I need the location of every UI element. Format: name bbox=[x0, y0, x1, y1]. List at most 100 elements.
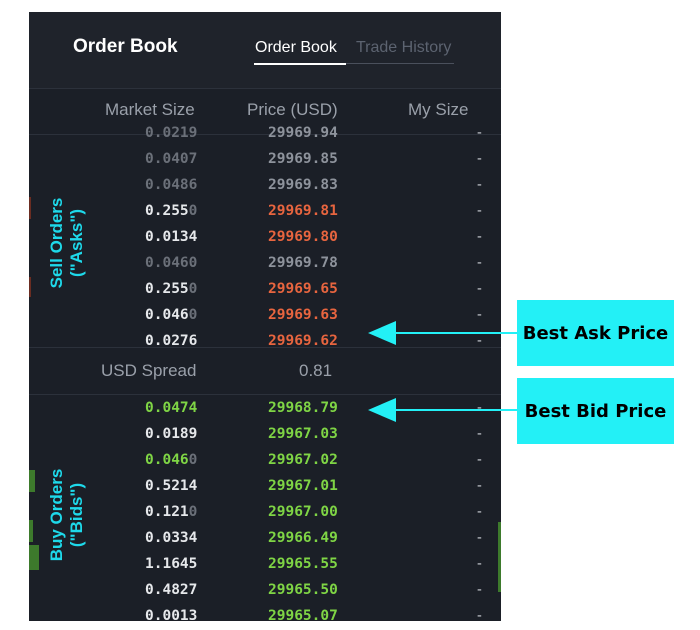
size-trailing-digits: 0 bbox=[188, 452, 198, 468]
column-header-my-size[interactable]: My Size bbox=[408, 100, 469, 119]
ask-row[interactable]: 0.0407 29969.85 - bbox=[29, 147, 501, 173]
price-value: 29967. bbox=[268, 452, 321, 468]
my-size-cell: - bbox=[477, 151, 482, 167]
size-value: 0.0013 bbox=[145, 608, 198, 621]
size-trailing-digits: 0 bbox=[188, 281, 198, 297]
price-cell: 29969.78 bbox=[268, 255, 338, 271]
price-value: 29969. bbox=[268, 281, 321, 297]
ask-row[interactable]: 0.0460 29969.78 - bbox=[29, 251, 501, 277]
price-decimal: 55 bbox=[320, 556, 338, 572]
size-value: 0.4827 bbox=[145, 582, 198, 598]
market-size-cell: 0.0334 bbox=[145, 530, 197, 546]
market-size-cell: 0.4827 bbox=[145, 582, 197, 598]
price-cell: 29968.79 bbox=[268, 400, 338, 416]
my-size-cell: - bbox=[477, 504, 482, 520]
price-cell: 29969.81 bbox=[268, 203, 338, 219]
my-size-cell: - bbox=[477, 255, 482, 271]
size-value: 0.0407 bbox=[145, 151, 198, 167]
market-size-cell: 0.2550 bbox=[145, 203, 197, 219]
market-size-cell: 1.1645 bbox=[145, 556, 197, 572]
price-decimal: 07 bbox=[320, 608, 338, 621]
my-size-cell: - bbox=[477, 582, 482, 598]
market-size-cell: 0.0276 bbox=[145, 333, 197, 349]
ask-depth-bar bbox=[29, 277, 31, 297]
market-size-cell: 0.5214 bbox=[145, 478, 197, 494]
price-cell: 29969.83 bbox=[268, 177, 338, 193]
market-size-cell: 0.0486 bbox=[145, 177, 197, 193]
tab-trade-history[interactable]: Trade History bbox=[356, 39, 452, 56]
panel-title: Order Book bbox=[73, 36, 178, 57]
market-size-cell: 0.0013 bbox=[145, 608, 197, 621]
column-header-market-size[interactable]: Market Size bbox=[105, 100, 195, 119]
market-size-cell: 0.0460 bbox=[145, 452, 197, 468]
tab-baseline bbox=[346, 63, 454, 64]
ask-row[interactable]: 0.0460 29969.63 - bbox=[29, 303, 501, 329]
price-value: 29966. bbox=[268, 530, 321, 546]
tab-order-book[interactable]: Order Book bbox=[255, 39, 337, 56]
ask-row[interactable]: 0.2550 29969.81 - bbox=[29, 199, 501, 225]
spread-divider-top bbox=[29, 347, 501, 348]
best-ask-arrowhead-icon bbox=[368, 321, 396, 345]
my-size-cell: - bbox=[477, 229, 482, 245]
price-decimal: 00 bbox=[320, 504, 338, 520]
buy-orders-label: Buy Orders ("Bids") bbox=[47, 468, 86, 562]
price-decimal: 49 bbox=[320, 530, 338, 546]
bid-row[interactable]: 0.4827 29965.50 - bbox=[29, 578, 501, 604]
price-decimal: 01 bbox=[320, 478, 338, 494]
price-value: 29969. bbox=[268, 307, 321, 323]
spread-divider-bottom bbox=[29, 394, 501, 395]
spread-value: 0.81 bbox=[299, 361, 333, 380]
ask-row[interactable]: 0.0134 29969.80 - bbox=[29, 225, 501, 251]
size-value: 0.0134 bbox=[145, 229, 198, 245]
best-ask-arrow-line bbox=[393, 332, 517, 334]
bid-row[interactable]: 0.0474 29968.79 - bbox=[29, 396, 501, 422]
price-cell: 29965.50 bbox=[268, 582, 338, 598]
bid-depth-bar bbox=[29, 520, 33, 542]
best-bid-callout: Best Bid Price bbox=[517, 378, 674, 444]
price-decimal: 50 bbox=[320, 582, 338, 598]
bid-row[interactable]: 0.5214 29967.01 - bbox=[29, 474, 501, 500]
price-cell: 29969.85 bbox=[268, 151, 338, 167]
column-header-price[interactable]: Price (USD) bbox=[247, 100, 338, 119]
price-value: 29967. bbox=[268, 478, 321, 494]
header-divider bbox=[29, 134, 501, 135]
ask-row[interactable]: 0.2550 29969.65 - bbox=[29, 277, 501, 303]
price-decimal: 63 bbox=[320, 307, 338, 323]
market-size-cell: 0.0460 bbox=[145, 255, 197, 271]
order-book-header: Order Book Order Book Trade History bbox=[29, 12, 501, 89]
price-value: 29969.85 bbox=[268, 151, 338, 167]
price-cell: 29967.02 bbox=[268, 452, 338, 468]
market-size-cell: 0.0134 bbox=[145, 229, 197, 245]
active-tab-indicator bbox=[254, 63, 346, 65]
ask-row[interactable]: 0.0486 29969.83 - bbox=[29, 173, 501, 199]
market-size-cell: 0.0474 bbox=[145, 400, 197, 416]
price-decimal: 02 bbox=[320, 452, 338, 468]
bid-depth-bar bbox=[29, 545, 39, 570]
my-size-cell: - bbox=[477, 608, 482, 621]
price-cell: 29969.63 bbox=[268, 307, 338, 323]
bid-row[interactable]: 0.0334 29966.49 - bbox=[29, 526, 501, 552]
best-bid-arrowhead-icon bbox=[368, 398, 396, 422]
price-decimal: 65 bbox=[320, 281, 338, 297]
price-value: 29969.78 bbox=[268, 255, 338, 271]
size-value: 0.0334 bbox=[145, 530, 198, 546]
price-value: 29969.94 bbox=[268, 125, 338, 141]
price-cell: 29966.49 bbox=[268, 530, 338, 546]
best-ask-callout: Best Ask Price bbox=[517, 300, 674, 366]
price-value: 29967. bbox=[268, 426, 321, 442]
market-size-cell: 0.2550 bbox=[145, 281, 197, 297]
ask-row[interactable]: 0.0276 29969.62 - bbox=[29, 329, 501, 355]
bid-row[interactable]: 0.0013 29965.07 - bbox=[29, 604, 501, 621]
bid-row[interactable]: 1.1645 29965.55 - bbox=[29, 552, 501, 578]
size-value: 0.0189 bbox=[145, 426, 198, 442]
ask-row[interactable]: 0.0219 29969.94 - bbox=[29, 121, 501, 147]
size-value: 0.5214 bbox=[145, 478, 198, 494]
bid-row[interactable]: 0.0189 29967.03 - bbox=[29, 422, 501, 448]
my-size-cell: - bbox=[477, 400, 482, 416]
bid-row[interactable]: 0.1210 29967.00 - bbox=[29, 500, 501, 526]
price-decimal: 03 bbox=[320, 426, 338, 442]
best-bid-arrow-line bbox=[393, 409, 517, 411]
bid-row[interactable]: 0.0460 29967.02 - bbox=[29, 448, 501, 474]
price-value: 29968. bbox=[268, 400, 321, 416]
my-size-cell: - bbox=[477, 478, 482, 494]
